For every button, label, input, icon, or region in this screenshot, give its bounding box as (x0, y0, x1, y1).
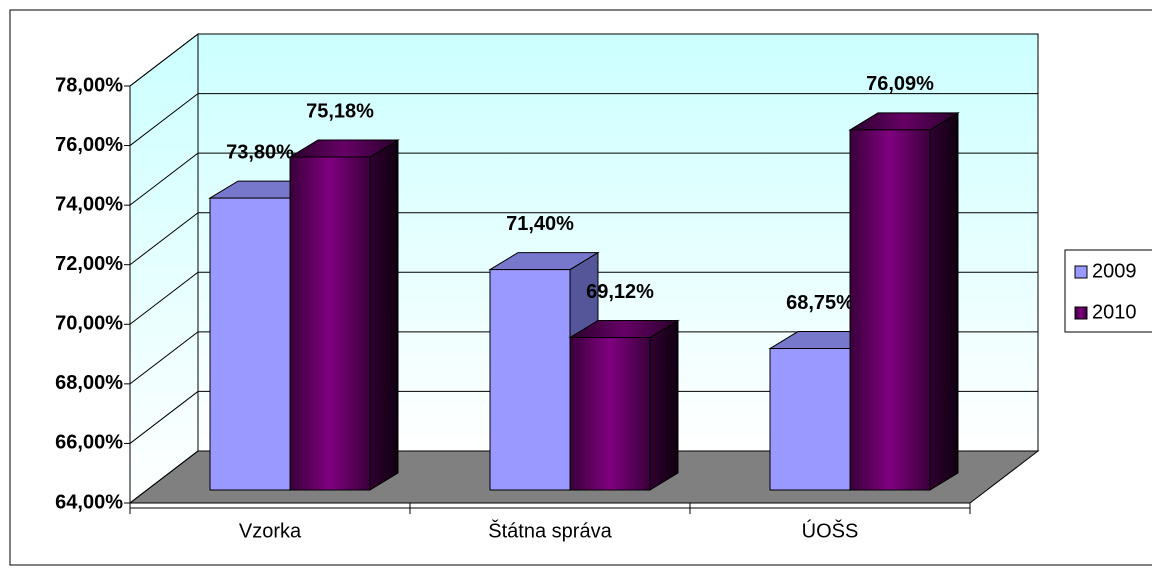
grid-line (129, 271, 1038, 325)
bar (849, 129, 931, 491)
side-wall (129, 32, 199, 505)
y-tick-label: 76,00% (55, 134, 123, 156)
bar (569, 336, 651, 491)
legend-label: 2009 (1092, 260, 1137, 282)
bar (289, 156, 371, 491)
legend-label: 2010 (1092, 301, 1137, 323)
legend-swatch (1074, 306, 1088, 320)
grid-line (129, 450, 1038, 504)
grid-line (129, 152, 1038, 206)
data-label: 73,80% (226, 141, 294, 163)
data-label: 71,40% (506, 213, 574, 235)
chart-frame (9, 9, 1152, 566)
grid-line (129, 331, 1038, 385)
bar-side (369, 139, 399, 491)
y-tick-label: 70,00% (55, 313, 123, 335)
y-tick-label: 72,00% (55, 253, 123, 275)
grid-line (129, 390, 1038, 444)
grid-line (129, 212, 1038, 266)
bar (489, 269, 571, 491)
y-tick-label: 68,00% (55, 372, 123, 394)
x-tick-label: Štátna správa (488, 519, 612, 542)
y-tick-label: 78,00% (55, 74, 123, 96)
x-tick-label: Vzorka (239, 520, 302, 542)
bar-side (929, 112, 959, 491)
bar-side (649, 319, 679, 491)
grid-line (129, 93, 1038, 146)
data-label: 69,12% (586, 281, 654, 303)
data-label: 75,18% (306, 100, 374, 122)
bar (209, 197, 291, 491)
y-tick-label: 66,00% (55, 432, 123, 454)
y-tick-label: 64,00% (55, 491, 123, 513)
y-tick-label: 74,00% (55, 193, 123, 215)
data-label: 76,09% (866, 73, 934, 95)
bar (769, 348, 851, 491)
grid-line (129, 33, 1038, 87)
x-tick-label: ÚOŠS (802, 519, 859, 542)
data-label: 68,75% (786, 292, 854, 314)
legend-swatch (1074, 265, 1088, 279)
